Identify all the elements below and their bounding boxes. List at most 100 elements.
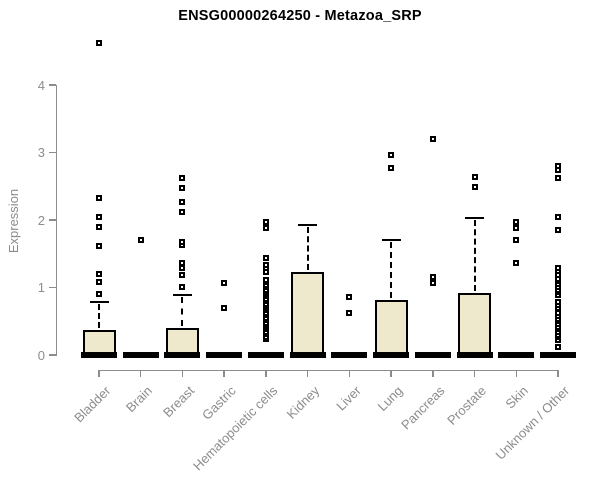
outlier-point: [555, 310, 562, 317]
whisker-cap: [89, 300, 109, 303]
median-bar: [331, 351, 368, 358]
outlier-point: [179, 198, 186, 205]
x-tick: [181, 369, 184, 377]
y-tick: [48, 354, 56, 356]
outlier-point: [555, 214, 562, 221]
median-bar: [289, 351, 326, 358]
boxplot-box: [458, 292, 492, 357]
outlier-point: [221, 304, 228, 311]
outlier-point: [262, 262, 269, 269]
outlier-point: [96, 194, 102, 201]
x-tick-label: Skin: [502, 383, 531, 412]
outlier-point: [179, 175, 186, 182]
outlier-point: [429, 279, 436, 286]
outlier-point: [429, 136, 436, 142]
whisker: [306, 226, 309, 270]
outlier-point: [96, 291, 102, 298]
outlier-point: [96, 40, 102, 47]
x-tick-label: Breast: [159, 383, 198, 421]
whisker-cap: [172, 293, 192, 296]
boxplot-box: [374, 300, 408, 357]
y-tick: [48, 151, 56, 154]
x-tick-label: Brain: [123, 383, 156, 416]
outlier-point: [555, 299, 562, 306]
y-tick: [48, 84, 56, 86]
outlier-point: [555, 175, 562, 182]
x-tick-label: Liver: [333, 383, 364, 414]
outlier-point: [471, 173, 478, 180]
outlier-point: [513, 219, 520, 226]
outlier-point: [96, 271, 102, 277]
outlier-point: [262, 219, 269, 226]
x-tick: [306, 369, 309, 377]
outlier-point: [179, 208, 186, 215]
y-tick-label: 1: [37, 280, 45, 295]
outlier-point: [388, 165, 395, 172]
outlier-point: [262, 225, 269, 232]
whisker: [390, 242, 393, 299]
median-bar: [122, 351, 159, 358]
whisker-cap: [298, 223, 318, 226]
outlier-point: [179, 238, 186, 245]
y-axis-line: [55, 85, 57, 356]
median-bar: [414, 351, 451, 358]
x-tick: [515, 369, 518, 377]
outlier-point: [513, 237, 520, 244]
y-tick: [48, 219, 56, 221]
whisker: [98, 303, 100, 329]
outlier-point: [513, 260, 520, 267]
median-bar: [164, 351, 201, 358]
outlier-point: [555, 264, 562, 271]
whisker: [473, 219, 476, 291]
outlier-point: [262, 277, 269, 284]
outlier-point: [179, 283, 186, 290]
outlier-point: [555, 227, 562, 234]
outlier-point: [513, 225, 520, 232]
y-tick: [48, 286, 56, 289]
median-bar: [540, 351, 577, 358]
outlier-point: [179, 271, 186, 278]
whisker-cap: [381, 239, 401, 242]
median-bar: [456, 351, 493, 358]
x-tick: [223, 369, 225, 377]
outlier-point: [429, 273, 436, 280]
median-bar: [373, 351, 410, 358]
x-tick: [139, 369, 142, 377]
y-tick-label: 4: [37, 77, 45, 93]
median-bar: [81, 351, 117, 358]
outlier-point: [262, 255, 269, 262]
outlier-point: [346, 293, 353, 300]
outlier-point: [555, 163, 562, 169]
outlier-point: [96, 214, 102, 221]
outlier-point: [179, 185, 186, 192]
whisker: [181, 296, 184, 326]
x-tick: [473, 369, 476, 377]
x-tick: [348, 369, 351, 377]
outlier-point: [221, 279, 228, 286]
x-tick-label: Lung: [374, 383, 406, 415]
whisker-cap: [465, 216, 485, 219]
boxplot-box: [291, 271, 325, 357]
median-bar: [206, 351, 243, 358]
median-bar: [498, 351, 535, 358]
x-tick-label: Unknown / Other: [493, 383, 573, 463]
median-bar: [247, 351, 284, 358]
x-tick: [98, 369, 100, 377]
x-tick-label: Kidney: [283, 383, 323, 422]
y-tick-label: 2: [37, 212, 45, 228]
outlier-point: [96, 242, 102, 249]
x-tick-label: Bladder: [71, 383, 114, 426]
y-tick-label: 3: [37, 145, 45, 160]
x-tick: [390, 369, 392, 377]
chart-title: ENSG00000264250 - Metazoa_SRP: [178, 8, 422, 24]
x-tick-label: Pancreas: [398, 383, 448, 433]
outlier-point: [471, 183, 478, 190]
outlier-point: [96, 223, 102, 230]
y-tick-label: 0: [37, 347, 45, 363]
x-axis-line: [98, 369, 559, 371]
outlier-point: [555, 343, 562, 350]
x-tick: [557, 369, 559, 377]
outlier-point: [388, 152, 395, 159]
outlier-point: [346, 310, 353, 317]
